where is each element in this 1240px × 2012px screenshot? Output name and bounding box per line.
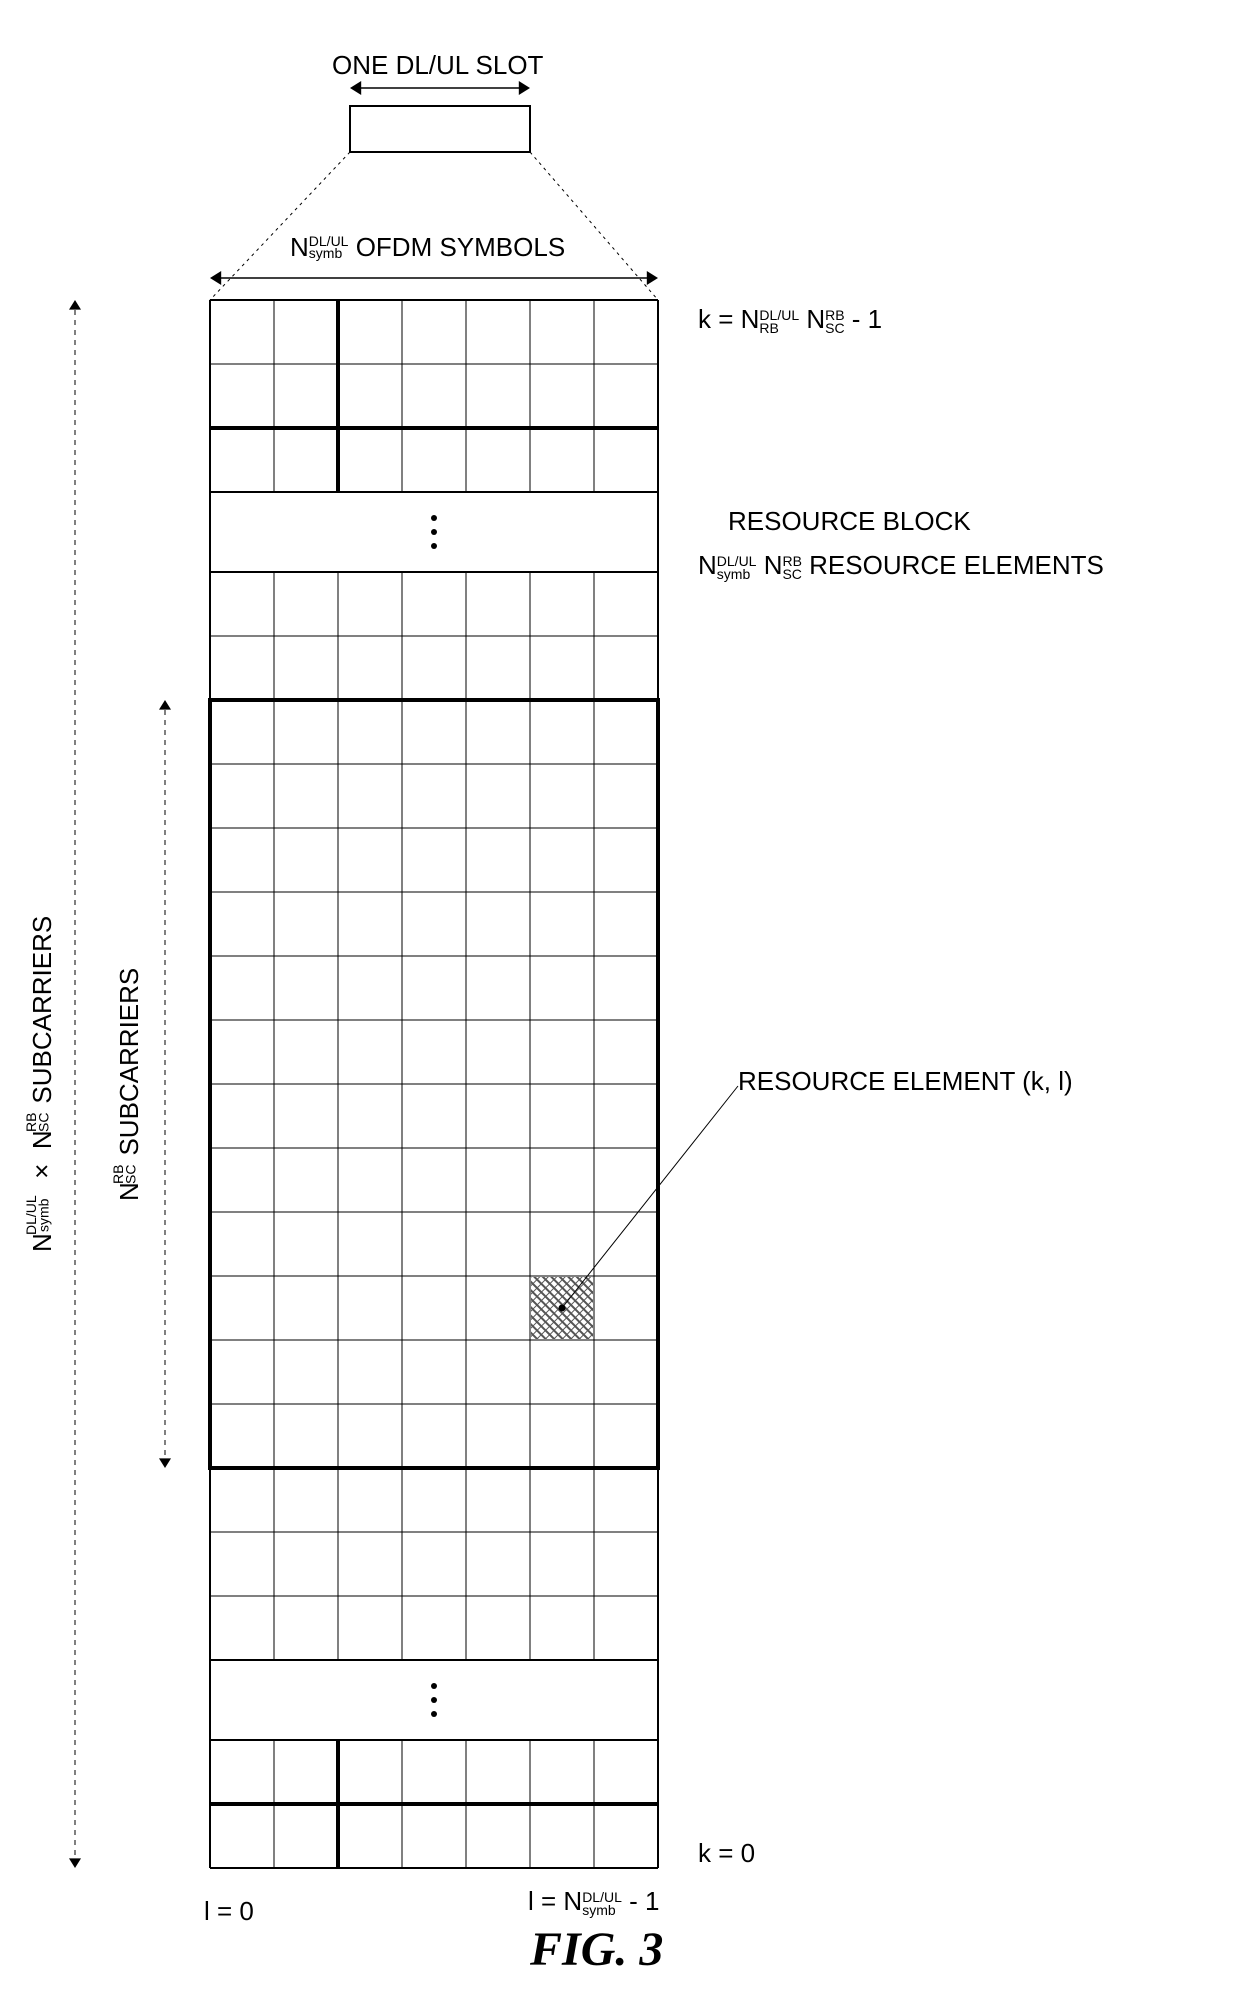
label-rb-subcarriers: NRBSC SUBCARRIERS bbox=[112, 934, 145, 1234]
label-resource-block: RESOURCE BLOCK bbox=[728, 506, 971, 537]
label-resource-element: RESOURCE ELEMENT (k, l) bbox=[738, 1066, 1073, 1097]
label-k-zero: k = 0 bbox=[698, 1838, 755, 1869]
label-one-slot: ONE DL/UL SLOT bbox=[332, 50, 543, 81]
label-resource-block-elements: NDL/ULsymb NRBSC RESOURCE ELEMENTS bbox=[698, 550, 1104, 582]
label-total-subcarriers: NDL/ULsymb × NRBSC SUBCARRIERS bbox=[25, 874, 58, 1294]
label-k-max: k = NDL/ULRB NRBSC - 1 bbox=[698, 304, 882, 336]
label-ofdm-symbols: NDL/ULsymb OFDM SYMBOLS bbox=[290, 232, 565, 263]
label-l-zero: l = 0 bbox=[204, 1896, 254, 1927]
resource-grid-diagram bbox=[0, 0, 1240, 2012]
figure-caption: FIG. 3 bbox=[530, 1922, 663, 1977]
label-l-max: l = NDL/ULsymb - 1 bbox=[528, 1886, 659, 1918]
